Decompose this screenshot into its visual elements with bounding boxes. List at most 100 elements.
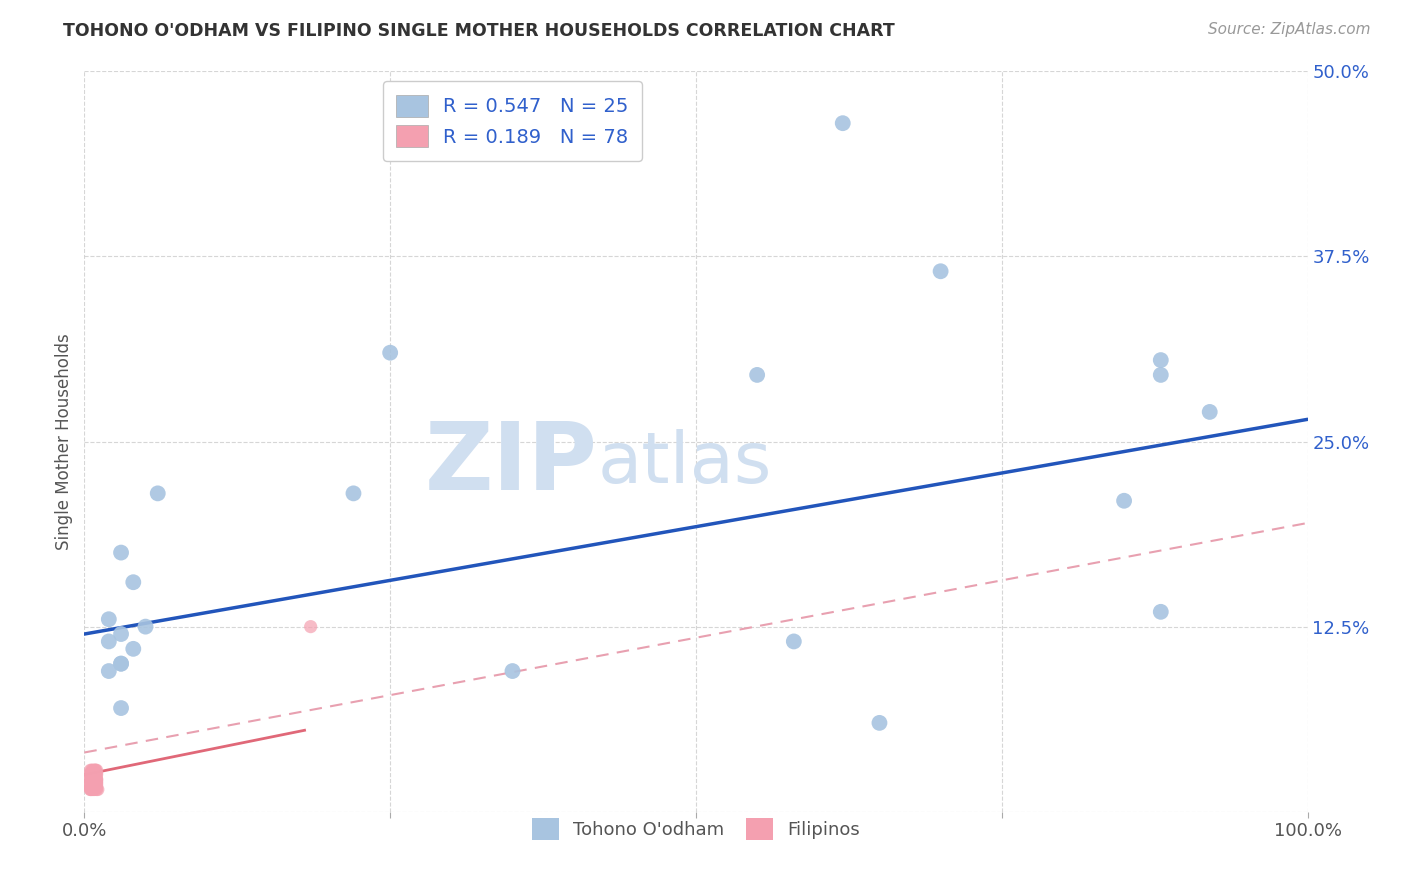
Point: [80, 766, 103, 780]
Point: [783, 634, 806, 648]
Text: atlas: atlas: [598, 429, 772, 499]
Point: [84, 767, 107, 781]
Point: [82, 769, 104, 783]
Point: [86, 766, 108, 780]
Point: [82, 778, 104, 792]
Point: [79, 769, 101, 783]
Point: [84, 776, 107, 790]
Point: [929, 264, 952, 278]
Point: [80, 772, 103, 786]
Point: [84, 766, 107, 780]
Point: [380, 345, 402, 359]
Text: TOHONO O'ODHAM VS FILIPINO SINGLE MOTHER HOUSEHOLDS CORRELATION CHART: TOHONO O'ODHAM VS FILIPINO SINGLE MOTHER…: [63, 22, 896, 40]
Point: [146, 486, 169, 500]
Point: [122, 641, 145, 656]
Point: [84, 775, 107, 789]
Point: [97, 664, 120, 678]
Point: [299, 619, 322, 633]
Point: [86, 764, 108, 778]
Point: [80, 767, 103, 781]
Point: [80, 776, 103, 790]
Point: [82, 772, 104, 786]
Point: [86, 775, 108, 789]
Point: [80, 782, 103, 797]
Point: [79, 772, 101, 786]
Point: [82, 782, 104, 797]
Point: [86, 772, 108, 786]
Point: [83, 769, 105, 783]
Point: [747, 368, 769, 382]
Point: [83, 764, 105, 778]
Point: [82, 773, 104, 788]
Point: [83, 766, 105, 780]
Point: [82, 766, 104, 780]
Point: [79, 782, 101, 797]
Point: [80, 776, 103, 790]
Point: [110, 657, 132, 671]
Point: [84, 773, 107, 788]
Point: [110, 627, 132, 641]
Text: ZIP: ZIP: [425, 417, 598, 509]
Point: [80, 764, 103, 778]
Point: [831, 116, 853, 130]
Point: [80, 778, 103, 792]
Point: [80, 773, 103, 788]
Text: Source: ZipAtlas.com: Source: ZipAtlas.com: [1208, 22, 1371, 37]
Point: [1150, 605, 1173, 619]
Point: [79, 766, 101, 780]
Point: [84, 769, 107, 783]
Point: [79, 775, 101, 789]
Point: [79, 764, 101, 778]
Point: [79, 782, 101, 797]
Point: [79, 776, 101, 790]
Point: [86, 782, 108, 797]
Point: [80, 775, 103, 789]
Point: [84, 778, 107, 792]
Point: [83, 773, 105, 788]
Point: [869, 715, 891, 730]
Point: [97, 612, 120, 626]
Point: [97, 634, 120, 648]
Point: [110, 701, 132, 715]
Point: [84, 764, 107, 778]
Point: [79, 780, 101, 795]
Point: [83, 766, 105, 780]
Point: [82, 780, 104, 795]
Point: [1150, 353, 1173, 368]
Point: [502, 664, 524, 678]
Point: [1198, 405, 1220, 419]
Point: [84, 780, 107, 795]
Point: [83, 772, 105, 786]
Point: [83, 778, 105, 792]
Point: [86, 780, 108, 795]
Point: [86, 773, 108, 788]
Legend: Tohono O'odham, Filipinos: Tohono O'odham, Filipinos: [524, 811, 868, 847]
Point: [80, 769, 103, 783]
Point: [84, 764, 107, 778]
Point: [80, 780, 103, 795]
Point: [79, 767, 101, 781]
Point: [80, 767, 103, 781]
Point: [83, 775, 105, 789]
Point: [83, 767, 105, 781]
Point: [87, 782, 110, 797]
Point: [82, 767, 104, 781]
Point: [86, 778, 108, 792]
Point: [84, 769, 107, 783]
Point: [122, 575, 145, 590]
Point: [79, 778, 101, 792]
Point: [83, 776, 105, 790]
Point: [135, 619, 157, 633]
Point: [342, 486, 364, 500]
Point: [110, 546, 132, 560]
Point: [86, 767, 108, 781]
Point: [86, 772, 108, 786]
Point: [79, 773, 101, 788]
Point: [82, 775, 104, 789]
Point: [82, 773, 104, 788]
Point: [83, 780, 105, 795]
Point: [86, 776, 108, 790]
Point: [1114, 493, 1136, 508]
Point: [82, 764, 104, 778]
Point: [82, 776, 104, 790]
